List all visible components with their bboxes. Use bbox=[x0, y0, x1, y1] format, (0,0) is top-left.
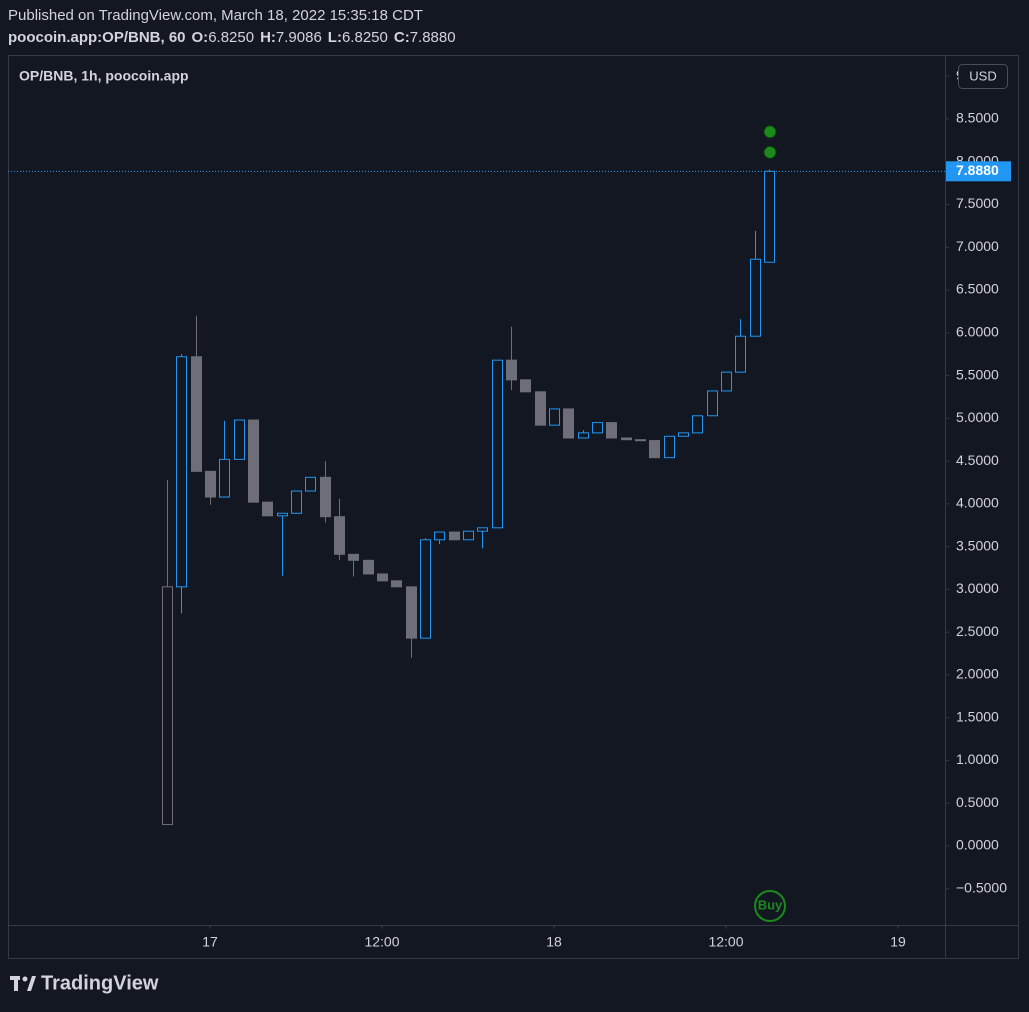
y-tick-label: 3.0000 bbox=[956, 580, 999, 596]
candle-body bbox=[434, 531, 445, 541]
candle-body bbox=[406, 586, 417, 639]
candle-body bbox=[348, 553, 359, 561]
y-tick-label: 4.5000 bbox=[956, 452, 999, 468]
candle-body bbox=[492, 359, 503, 529]
candle-body bbox=[449, 531, 460, 541]
candle-body bbox=[721, 371, 732, 392]
y-tick-label: 3.5000 bbox=[956, 537, 999, 553]
ohlc-label: O: bbox=[192, 29, 209, 46]
x-tick-label: 12:00 bbox=[708, 934, 743, 950]
brand: TradingView bbox=[41, 972, 159, 994]
buy-annotation: Buy bbox=[758, 897, 783, 912]
candle-body bbox=[692, 415, 703, 434]
ohlc-value: 6.8250 bbox=[208, 29, 254, 46]
last-price-box bbox=[946, 161, 1011, 182]
symbol: poocoin.app:OP/BNB, 60 bbox=[8, 29, 186, 46]
candle-body bbox=[334, 516, 345, 555]
logo: TradingView bbox=[10, 972, 159, 994]
legend: OP/BNB, 1h, poocoin.app bbox=[19, 68, 189, 84]
last-price-label: 7.8880 bbox=[956, 162, 999, 178]
candle-body bbox=[191, 356, 202, 472]
ohlc-label: H: bbox=[260, 29, 276, 46]
candle-body bbox=[578, 432, 589, 439]
candle-body bbox=[549, 408, 560, 426]
candle-body bbox=[707, 390, 718, 417]
x-tick-label: 12:00 bbox=[364, 934, 399, 950]
signal-marker bbox=[763, 145, 777, 159]
published: Published on TradingView.com, March 18, … bbox=[8, 7, 423, 24]
ohlc-value: 7.8880 bbox=[410, 29, 456, 46]
candle-body bbox=[621, 437, 632, 441]
candle-body bbox=[377, 573, 388, 582]
logo-mark bbox=[27, 976, 36, 991]
y-tick-label: 8.5000 bbox=[956, 110, 999, 126]
candle-body bbox=[205, 470, 216, 498]
candle-body bbox=[420, 539, 431, 639]
ohlc-value: 7.9086 bbox=[276, 29, 322, 46]
candle-body bbox=[176, 356, 187, 588]
candle-body bbox=[535, 391, 546, 426]
candle-body bbox=[649, 440, 660, 459]
candle-body bbox=[764, 170, 775, 263]
candle-body bbox=[291, 490, 302, 514]
candle-body bbox=[563, 408, 574, 439]
candle-body bbox=[234, 419, 245, 460]
candle-body bbox=[477, 527, 488, 532]
currency[interactable]: USD bbox=[969, 68, 996, 83]
candle-body bbox=[162, 586, 173, 826]
y-tick-label: 0.0000 bbox=[956, 837, 999, 853]
candle-body bbox=[606, 422, 617, 439]
candle-body bbox=[592, 422, 603, 434]
candle-body bbox=[363, 559, 374, 575]
candle-body bbox=[750, 258, 761, 337]
y-tick-label: 6.0000 bbox=[956, 324, 999, 340]
signal-marker bbox=[763, 125, 777, 139]
y-tick-label: 2.5000 bbox=[956, 623, 999, 639]
candle-body bbox=[248, 419, 259, 503]
panel-border bbox=[8, 55, 1019, 959]
candle-body bbox=[277, 512, 288, 517]
candle-body bbox=[506, 359, 517, 381]
candle-body bbox=[391, 580, 402, 588]
y-tick-label: 7.0000 bbox=[956, 238, 999, 254]
candle-body bbox=[320, 476, 331, 518]
y-tick-label: 5.0000 bbox=[956, 409, 999, 425]
y-tick-label: −0.5000 bbox=[956, 879, 1007, 895]
x-tick-label: 17 bbox=[202, 934, 218, 950]
candle-body bbox=[219, 458, 230, 498]
y-tick-label: 0.5000 bbox=[956, 794, 999, 810]
ohlc-label: L: bbox=[328, 29, 342, 46]
buy-circle bbox=[754, 890, 786, 922]
y-tick-label: 4.0000 bbox=[956, 495, 999, 511]
y-tick-label: 6.5000 bbox=[956, 281, 999, 297]
candle-body bbox=[262, 501, 273, 517]
candle-body bbox=[305, 476, 316, 492]
y-tick-label: 1.0000 bbox=[956, 751, 999, 767]
candle-body bbox=[520, 379, 531, 393]
currency-button[interactable] bbox=[958, 64, 1008, 89]
logo-mark bbox=[22, 976, 28, 982]
y-tick-label: 2.0000 bbox=[956, 666, 999, 682]
logo-mark bbox=[14, 976, 18, 991]
symbol-line: poocoin.app:OP/BNB, 60 O: 6.8250 H: 7.9086 L… bbox=[8, 29, 456, 46]
candle-body bbox=[635, 439, 646, 442]
y-tick-label: 1.5000 bbox=[956, 708, 999, 724]
candle-body bbox=[463, 530, 474, 541]
candle-body bbox=[678, 432, 689, 437]
candle-body bbox=[664, 435, 675, 459]
x-tick-label: 18 bbox=[546, 934, 562, 950]
candle-body bbox=[735, 335, 746, 373]
plot: −0.5000 0.0000 0.5000 1.0000 1.5000 2.0000 2.5… bbox=[8, 67, 1011, 950]
x-tick-label: 19 bbox=[890, 934, 906, 950]
y-tick-label: 7.5000 bbox=[956, 195, 999, 211]
ohlc-value: 6.8250 bbox=[342, 29, 388, 46]
ohlc-label: C: bbox=[394, 29, 410, 46]
y-tick-label: 5.5000 bbox=[956, 366, 999, 382]
